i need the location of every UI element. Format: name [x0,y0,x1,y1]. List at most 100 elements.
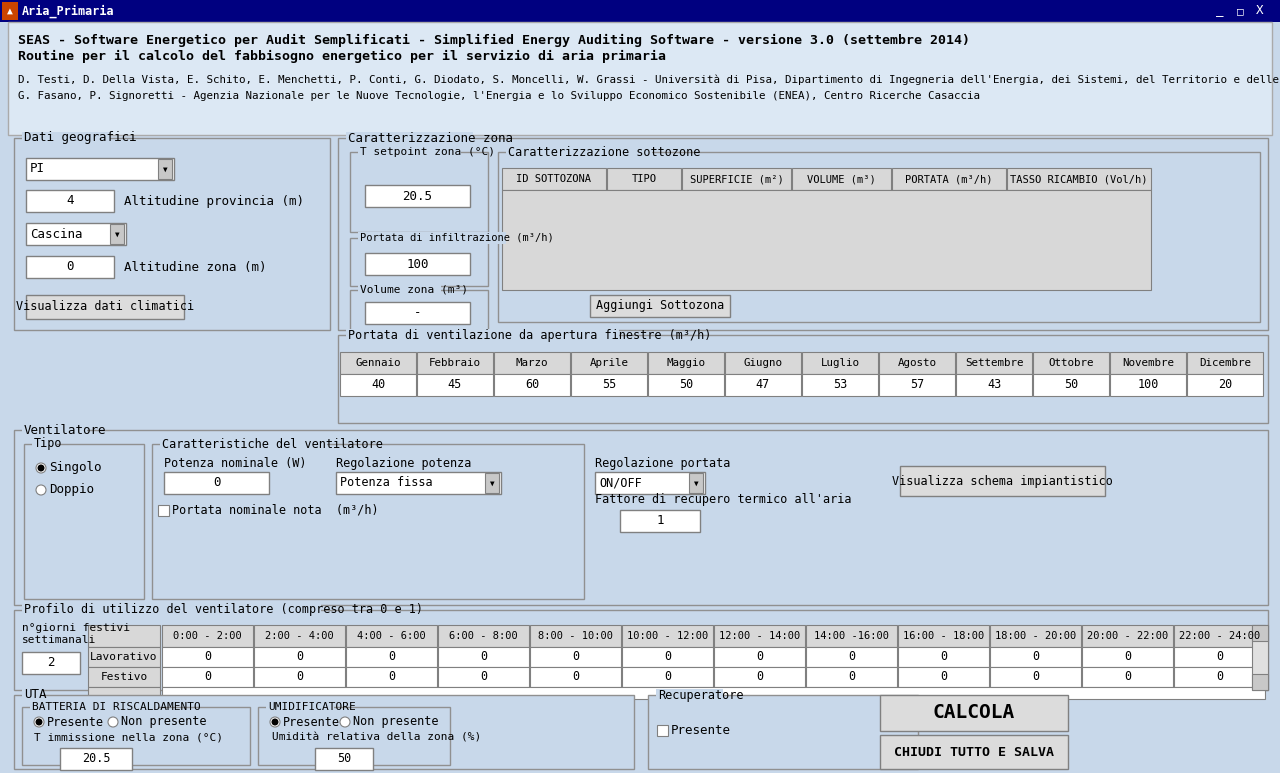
Bar [365,253,470,275]
Bar [346,625,436,647]
Bar [899,667,989,687]
Text: 0: 0 [572,670,579,683]
Text: 50: 50 [678,379,694,391]
Text: 0: 0 [756,651,763,663]
Bar [438,647,529,667]
Text: Dati geografici: Dati geografici [24,131,137,145]
Text: 4: 4 [67,195,74,207]
Text: BATTERIA DI RISCALDAMENTO: BATTERIA DI RISCALDAMENTO [32,702,201,712]
Text: Presente: Presente [671,724,731,737]
Bar [689,473,703,493]
Bar [502,190,1151,290]
Bar [502,168,605,190]
Text: Umidità relativa della zona (%): Umidità relativa della zona (%) [273,733,481,743]
Bar [22,707,250,765]
Text: Altitudine provincia (m): Altitudine provincia (m) [124,195,305,207]
Bar [26,223,125,245]
Bar [956,374,1032,396]
Text: PI: PI [29,162,45,175]
Bar [157,505,169,516]
Circle shape [35,717,44,727]
Text: T immissione nella zona (°C): T immissione nella zona (°C) [35,733,223,743]
Text: 0: 0 [296,651,303,663]
Text: 50: 50 [337,752,351,765]
Bar [365,185,470,207]
Text: ▼: ▼ [694,478,699,488]
Bar [0,0,1280,22]
Circle shape [38,465,44,471]
Text: 20: 20 [1217,379,1233,391]
Circle shape [340,717,349,727]
Bar [956,352,1032,374]
Text: 45: 45 [448,379,462,391]
Text: ID SOTTOZONA: ID SOTTOZONA [517,174,591,184]
Text: D. Testi, D. Della Vista, E. Schito, E. Menchetti, P. Conti, G. Diodato, S. Monc: D. Testi, D. Della Vista, E. Schito, E. … [18,75,1280,85]
Text: Portata di ventilazione da apertura finestre (m³/h): Portata di ventilazione da apertura fine… [348,329,712,342]
Bar [989,667,1082,687]
Bar [1187,352,1263,374]
Text: 0: 0 [1032,670,1039,683]
Text: 55: 55 [602,379,616,391]
Text: 0: 0 [1216,651,1224,663]
Text: 22:00 - 24:00: 22:00 - 24:00 [1179,631,1260,641]
Text: 2: 2 [47,656,55,669]
Bar [152,444,584,599]
Text: Caratteristiche del ventilatore: Caratteristiche del ventilatore [163,438,383,451]
Bar [8,22,1272,135]
Text: Volume zona (m³): Volume zona (m³) [360,285,468,295]
Text: Cascina: Cascina [29,227,82,240]
Text: 0:00 - 2:00: 0:00 - 2:00 [173,631,242,641]
Bar [22,604,321,616]
Bar [714,625,805,647]
Text: 0: 0 [1124,670,1132,683]
Bar [1033,374,1108,396]
Bar [1110,352,1187,374]
Bar [648,352,724,374]
Bar [335,472,500,494]
Bar [417,352,493,374]
Bar [163,667,253,687]
Text: 0: 0 [940,651,947,663]
Text: 20.5: 20.5 [82,752,110,765]
Bar [892,168,1006,190]
Bar [900,466,1105,496]
Text: TIPO: TIPO [631,174,657,184]
Text: Aria_Primaria: Aria_Primaria [22,5,115,18]
Text: Visualizza schema impiantistico: Visualizza schema impiantistico [892,475,1112,488]
Text: 100: 100 [406,257,429,271]
Text: Fattore di recupero termico all'aria: Fattore di recupero termico all'aria [595,493,851,506]
Bar [989,625,1082,647]
Bar [60,748,132,770]
Bar [622,625,713,647]
Bar [14,610,1268,690]
Text: Tipo: Tipo [35,438,63,451]
Text: Potenza fissa: Potenza fissa [340,476,433,489]
Bar [24,444,143,599]
Text: 20.5: 20.5 [402,189,433,203]
Bar [714,667,805,687]
Text: 10:00 - 12:00: 10:00 - 12:00 [627,631,708,641]
Bar [595,472,705,494]
Text: G. Fasano, P. Signoretti - Agenzia Nazionale per le Nuove Tecnologie, l'Energia : G. Fasano, P. Signoretti - Agenzia Nazio… [18,91,980,101]
Text: 0: 0 [480,670,488,683]
Text: Ventilatore: Ventilatore [24,424,106,437]
Text: 0: 0 [756,670,763,683]
Text: Non presente: Non presente [122,716,206,728]
Text: 60: 60 [525,379,539,391]
Bar [622,647,713,667]
Text: SUPERFICIE (m²): SUPERFICIE (m²) [690,174,783,184]
Bar [29,701,157,713]
Text: Agosto: Agosto [897,358,937,368]
Bar [714,647,805,667]
Bar [1174,625,1265,647]
Bar [648,374,724,396]
Text: ▲: ▲ [8,6,13,16]
Text: Non presente: Non presente [353,716,439,728]
Circle shape [36,719,42,725]
Text: Novembre: Novembre [1123,358,1174,368]
Text: 0: 0 [1216,670,1224,683]
Bar [417,374,493,396]
Text: ON/OFF: ON/OFF [599,476,641,489]
Text: Visualizza dati climatici: Visualizza dati climatici [15,301,195,314]
Bar [22,689,42,701]
